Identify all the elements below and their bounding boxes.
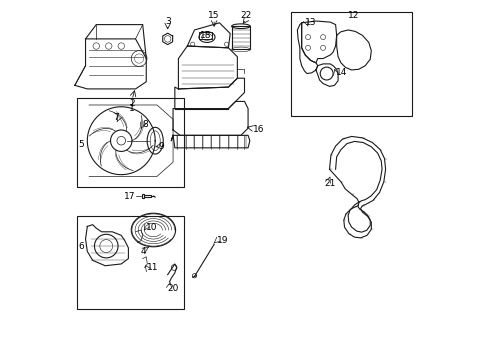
Text: 1: 1 — [129, 104, 135, 113]
Bar — [77, 216, 183, 309]
Text: 3: 3 — [164, 17, 170, 26]
Text: 6: 6 — [78, 242, 84, 251]
Text: 13: 13 — [305, 18, 316, 27]
Bar — [290, 12, 411, 116]
Text: 5: 5 — [78, 140, 84, 149]
Text: 8: 8 — [142, 120, 148, 129]
Text: 16: 16 — [253, 126, 264, 135]
Bar — [144, 195, 151, 197]
Text: 12: 12 — [347, 11, 358, 20]
Text: 4: 4 — [141, 247, 146, 256]
Text: 10: 10 — [146, 223, 158, 232]
Text: 20: 20 — [167, 284, 179, 293]
Text: 22: 22 — [240, 11, 251, 20]
Text: 7: 7 — [113, 113, 119, 122]
Text: 9: 9 — [159, 141, 164, 150]
Bar — [77, 98, 183, 187]
Text: 14: 14 — [335, 68, 346, 77]
Text: 18: 18 — [200, 31, 211, 40]
Text: 19: 19 — [216, 236, 228, 245]
Text: 15: 15 — [208, 11, 220, 20]
Bar — [231, 26, 250, 49]
Text: 21: 21 — [324, 179, 335, 188]
Bar — [199, 32, 212, 39]
Bar — [142, 194, 144, 198]
Text: 2: 2 — [129, 99, 135, 108]
Text: 11: 11 — [147, 263, 159, 272]
Text: 17: 17 — [124, 192, 135, 201]
